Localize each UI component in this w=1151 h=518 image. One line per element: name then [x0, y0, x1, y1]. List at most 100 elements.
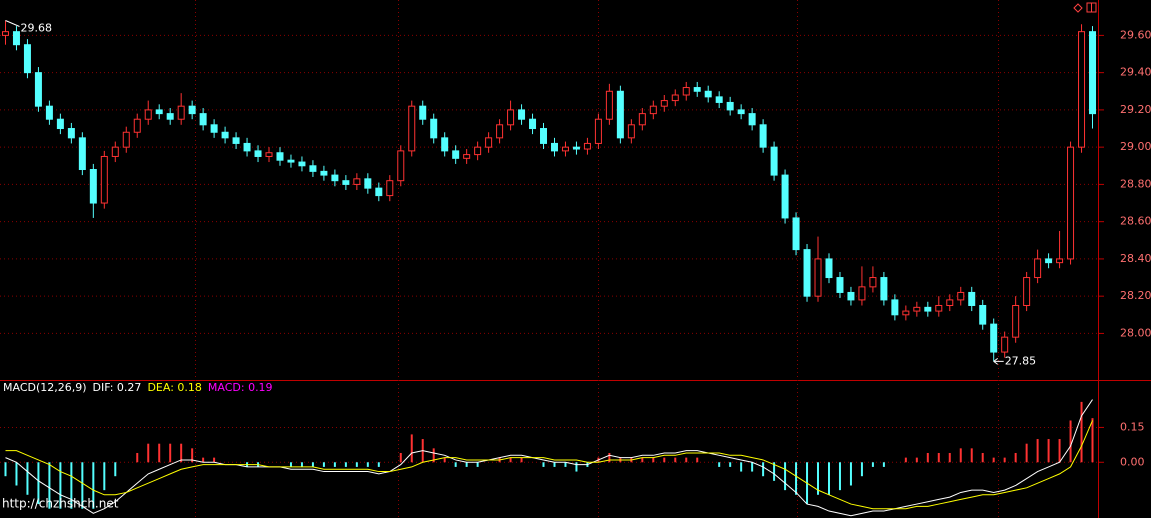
candle-body	[627, 124, 635, 139]
candle-body	[561, 146, 569, 152]
candle-body	[342, 180, 350, 185]
candle-body	[1089, 31, 1097, 115]
candle-body	[78, 137, 86, 171]
candle-body	[331, 174, 339, 182]
candle-body	[309, 165, 317, 172]
candle-body	[979, 304, 987, 325]
candle-body	[474, 146, 482, 156]
candle-body	[638, 113, 646, 126]
candle-body	[781, 174, 789, 219]
candle-body	[605, 90, 613, 120]
candle-body	[1078, 31, 1086, 148]
candle-body	[265, 152, 273, 157]
candle-body	[1, 31, 9, 36]
candle-body	[704, 90, 712, 98]
legend-entry: MACD: 0.19	[208, 381, 273, 394]
candle-body	[924, 306, 932, 312]
candle-body	[693, 87, 701, 92]
candle-body	[957, 291, 965, 301]
candle-body	[550, 142, 558, 152]
annotation: 27.85	[1005, 354, 1036, 367]
candle-body	[880, 277, 888, 301]
y-tick-label: 28.00	[1120, 326, 1151, 339]
candle-body	[122, 131, 130, 148]
watermark: http://chzhshch.net	[2, 497, 119, 511]
legend-entry: DIF: 0.27	[93, 381, 142, 394]
candle-body	[1023, 277, 1031, 306]
candle-body	[529, 118, 537, 130]
annotation-arrow	[5, 20, 20, 27]
y-tick-label: 28.40	[1120, 252, 1151, 265]
candle-body	[45, 105, 53, 120]
y-tick-label: 0.15	[1120, 420, 1145, 433]
candle-body	[408, 105, 416, 152]
y-tick-label: 28.20	[1120, 289, 1151, 302]
candle-body	[166, 113, 174, 120]
candle-body	[825, 258, 833, 279]
candle-body	[507, 109, 515, 126]
candle-body	[616, 90, 624, 139]
candle-body	[89, 169, 97, 204]
candle-body	[1034, 258, 1042, 279]
y-tick-label: 29.00	[1120, 140, 1151, 153]
candle-body	[770, 146, 778, 176]
candle-body	[715, 96, 723, 103]
candle-body	[583, 142, 591, 150]
candle-body	[463, 154, 471, 159]
candle-body	[375, 187, 383, 197]
candle-body	[243, 142, 251, 152]
candle-body	[155, 109, 163, 115]
candle-body	[1067, 146, 1075, 260]
candle-body	[518, 109, 526, 120]
candle-body	[594, 118, 602, 144]
candle-body	[671, 94, 679, 102]
candle-body	[847, 291, 855, 301]
candle-body	[34, 72, 42, 107]
candle-body	[737, 109, 745, 115]
candle-body	[1045, 258, 1053, 264]
candle-body	[12, 31, 20, 46]
candle-body	[803, 249, 811, 297]
annotation-arrowhead	[993, 357, 998, 365]
candle-body	[199, 113, 207, 126]
y-tick-label: 29.40	[1120, 66, 1151, 79]
candle-body	[111, 146, 119, 157]
candle-body	[869, 277, 877, 288]
indicator-line	[5, 399, 1093, 517]
candle-body	[452, 150, 460, 159]
candle-body	[759, 124, 767, 148]
candle-body	[364, 178, 372, 189]
candle-body	[188, 105, 196, 115]
candle-body	[748, 113, 756, 126]
candle-body	[682, 87, 690, 96]
candle-body	[144, 109, 152, 120]
indicator-line	[5, 420, 1093, 510]
candle-body	[902, 310, 910, 316]
indicator-title: MACD(12,26,9)	[3, 381, 87, 394]
candle-body	[485, 137, 493, 148]
candle-body	[968, 291, 976, 306]
diamond-icon[interactable]	[1073, 3, 1083, 13]
candle-body	[660, 100, 668, 107]
candle-body	[1056, 258, 1064, 264]
candle-body	[254, 150, 262, 157]
candle-body	[100, 155, 108, 204]
y-tick-label: 29.60	[1120, 28, 1151, 41]
candle-body	[649, 105, 657, 115]
candle-body	[320, 170, 328, 176]
candle-body	[221, 131, 229, 139]
candle-body	[430, 118, 438, 139]
candle-body	[386, 180, 394, 197]
candle-body	[441, 137, 449, 152]
y-tick-label: 28.60	[1120, 215, 1151, 228]
y-tick-label: 28.80	[1120, 177, 1151, 190]
candle-body	[572, 146, 580, 150]
annotation: 29.68	[20, 21, 51, 34]
candle-body	[276, 152, 284, 161]
candle-body	[67, 128, 75, 139]
candle-body	[935, 304, 943, 312]
candle-body	[836, 277, 844, 293]
candle-body	[23, 44, 31, 74]
